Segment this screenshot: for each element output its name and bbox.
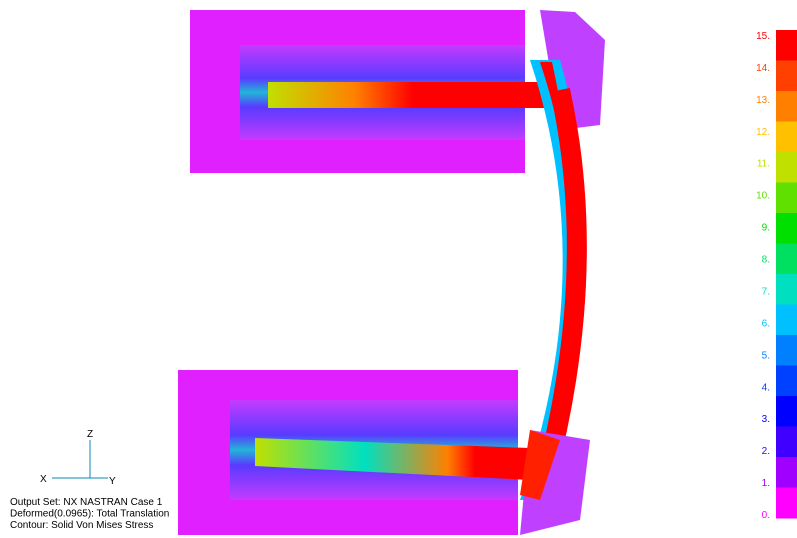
legend-label: 9. bbox=[762, 223, 770, 234]
legend-label: 0. bbox=[762, 510, 770, 521]
legend-label: 4. bbox=[762, 382, 770, 393]
arc-core bbox=[545, 90, 577, 480]
triad: Z X Y bbox=[40, 429, 116, 487]
legend-label: 7. bbox=[762, 286, 770, 297]
z-label: Z bbox=[87, 429, 93, 440]
x-label: X bbox=[40, 474, 47, 485]
legend-swatch bbox=[776, 457, 797, 488]
info-block: Output Set: NX NASTRAN Case 1Deformed(0.… bbox=[10, 497, 169, 531]
legend-label: 6. bbox=[762, 318, 770, 329]
legend-swatch bbox=[776, 122, 797, 153]
viewport: Z X Y Output Set: NX NASTRAN Case 1Defor… bbox=[0, 0, 797, 538]
legend-swatch bbox=[776, 366, 797, 397]
legend-label: 12. bbox=[756, 127, 770, 138]
legend-label: 15. bbox=[756, 31, 770, 42]
legend-swatch bbox=[776, 61, 797, 92]
legend-label: 1. bbox=[762, 478, 770, 489]
model bbox=[178, 10, 605, 535]
info-line: Contour: Solid Von Mises Stress bbox=[10, 520, 153, 531]
legend-label: 11. bbox=[757, 159, 770, 170]
legend-label: 2. bbox=[762, 446, 770, 457]
legend-swatch bbox=[776, 396, 797, 427]
legend-swatch bbox=[776, 30, 797, 61]
legend-swatch bbox=[776, 213, 797, 244]
legend-swatch bbox=[776, 152, 797, 183]
page: Z X Y Output Set: NX NASTRAN Case 1Defor… bbox=[0, 0, 797, 538]
info-line: Deformed(0.0965): Total Translation bbox=[10, 509, 169, 520]
legend-swatch bbox=[776, 427, 797, 458]
y-label: Y bbox=[109, 476, 116, 487]
legend-swatch bbox=[776, 274, 797, 305]
legend-label: 13. bbox=[756, 95, 770, 106]
upper-beam bbox=[268, 82, 558, 108]
legend-label: 8. bbox=[762, 255, 770, 266]
legend-label: 3. bbox=[762, 414, 770, 425]
legend: 15. 14. 13. 12. 11. 10. 9. 8. 7. 6. 5. 4. 3. 2. 1. 0. bbox=[756, 30, 797, 521]
legend-label: 10. bbox=[756, 191, 770, 202]
legend-label: 14. bbox=[756, 63, 770, 74]
info-line: Output Set: NX NASTRAN Case 1 bbox=[10, 497, 163, 508]
legend-label: 5. bbox=[762, 350, 770, 361]
legend-swatch bbox=[776, 183, 797, 214]
legend-swatch bbox=[776, 335, 797, 366]
legend-swatch bbox=[776, 305, 797, 336]
legend-swatch bbox=[776, 244, 797, 275]
legend-swatch bbox=[776, 488, 797, 519]
legend-swatch bbox=[776, 91, 797, 122]
